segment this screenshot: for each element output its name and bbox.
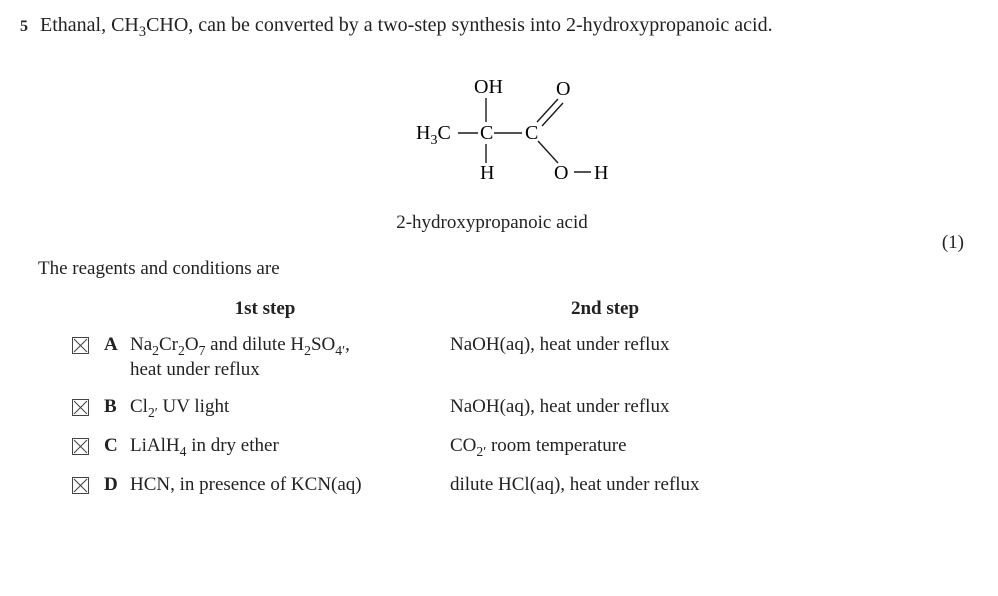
bond — [542, 103, 563, 126]
bond — [537, 99, 558, 122]
option-a-step2: NaOH(aq), heat under reflux — [450, 334, 790, 357]
question-header: 5 Ethanal, CH3CHO, can be converted by a… — [20, 14, 964, 41]
chem-diagram: C C H3C OH H O O — [362, 67, 622, 202]
atom-c1: C — [480, 122, 493, 144]
marks: (1) — [942, 232, 964, 254]
chemical-structure: C C H3C OH H O O — [20, 67, 964, 234]
atom-oh: OH — [474, 76, 503, 98]
option-c-step2: CO2′ room temperature — [450, 435, 790, 460]
checkbox-c[interactable] — [72, 438, 89, 455]
option-b-step1: Cl2′ UV light — [130, 396, 450, 421]
option-letter-a: A — [104, 334, 130, 356]
option-letter-c: C — [104, 435, 130, 457]
question-text: Ethanal, CH3CHO, can be converted by a t… — [40, 14, 773, 41]
atom-h3c: H3C — [416, 122, 451, 148]
atom-o-single: O — [554, 162, 568, 184]
checkbox-b[interactable] — [72, 399, 89, 416]
atom-c2: C — [525, 122, 538, 144]
marks-row: (1) — [20, 232, 964, 254]
header-step1: 1st step — [80, 298, 450, 320]
checkbox-a[interactable] — [72, 337, 89, 354]
options-table: 1st step 2nd step A Na2Cr2O7 and dilute … — [72, 298, 964, 497]
option-letter-d: D — [104, 474, 130, 496]
bond — [538, 141, 558, 163]
header-step2: 2nd step — [420, 298, 790, 320]
option-b-step2: NaOH(aq), heat under reflux — [450, 396, 790, 419]
atom-o-double: O — [556, 78, 570, 100]
question-number: 5 — [20, 18, 28, 36]
checkbox-d[interactable] — [72, 477, 89, 494]
option-a-step1: Na2Cr2O7 and dilute H2SO4′,heat under re… — [130, 334, 450, 382]
option-letter-b: B — [104, 396, 130, 418]
option-c-step1: LiAlH4 in dry ether — [130, 435, 450, 460]
reagents-intro: The reagents and conditions are — [38, 258, 964, 280]
option-d-step1: HCN, in presence of KCN(aq) — [130, 474, 450, 497]
chem-caption: 2-hydroxypropanoic acid — [20, 212, 964, 234]
atom-h-right: H — [594, 162, 608, 184]
atom-h: H — [480, 162, 494, 184]
option-d-step2: dilute HCl(aq), heat under reflux — [450, 474, 790, 497]
